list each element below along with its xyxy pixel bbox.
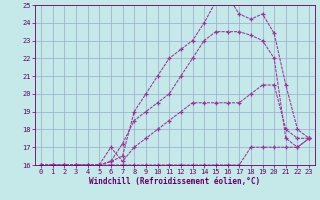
X-axis label: Windchill (Refroidissement éolien,°C): Windchill (Refroidissement éolien,°C) bbox=[89, 177, 260, 186]
